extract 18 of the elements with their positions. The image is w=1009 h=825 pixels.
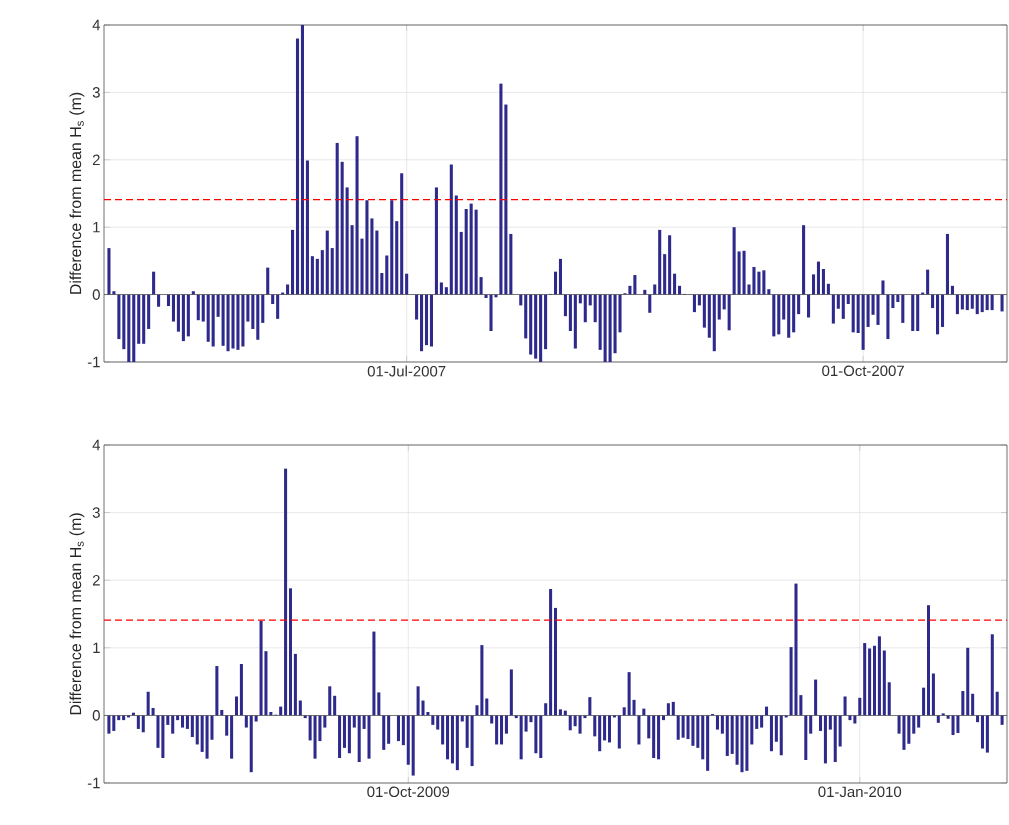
y-tick-label: 0: [92, 289, 100, 300]
x-tick-label: 01-Jan-2010: [818, 786, 902, 798]
y-tick-label: 4: [92, 439, 101, 451]
y-tick-label: 1: [93, 642, 100, 653]
x-tick-label: 01-Jul-2007: [367, 365, 446, 377]
x-tick-label: 01-Oct-2009: [367, 786, 450, 798]
y-tick-label: 4: [92, 19, 101, 31]
y-tick-label: -1: [87, 356, 100, 368]
y-axis-title: Difference from mean H$_{s}$ (m): [69, 92, 85, 294]
x-tick-label: 01-Oct-2007: [822, 365, 904, 377]
y-axis-title: Difference from mean H$_{s}$ (m): [69, 513, 85, 715]
y-tick-label: 2: [92, 154, 100, 166]
y-tick-label: 3: [92, 507, 100, 518]
y-tick-label: -1: [87, 777, 100, 789]
y-tick-label: 3: [92, 87, 100, 98]
y-tick-label: 1: [93, 222, 100, 233]
y-tick-label: 0: [92, 710, 100, 721]
y-tick-label: 2: [92, 574, 100, 586]
